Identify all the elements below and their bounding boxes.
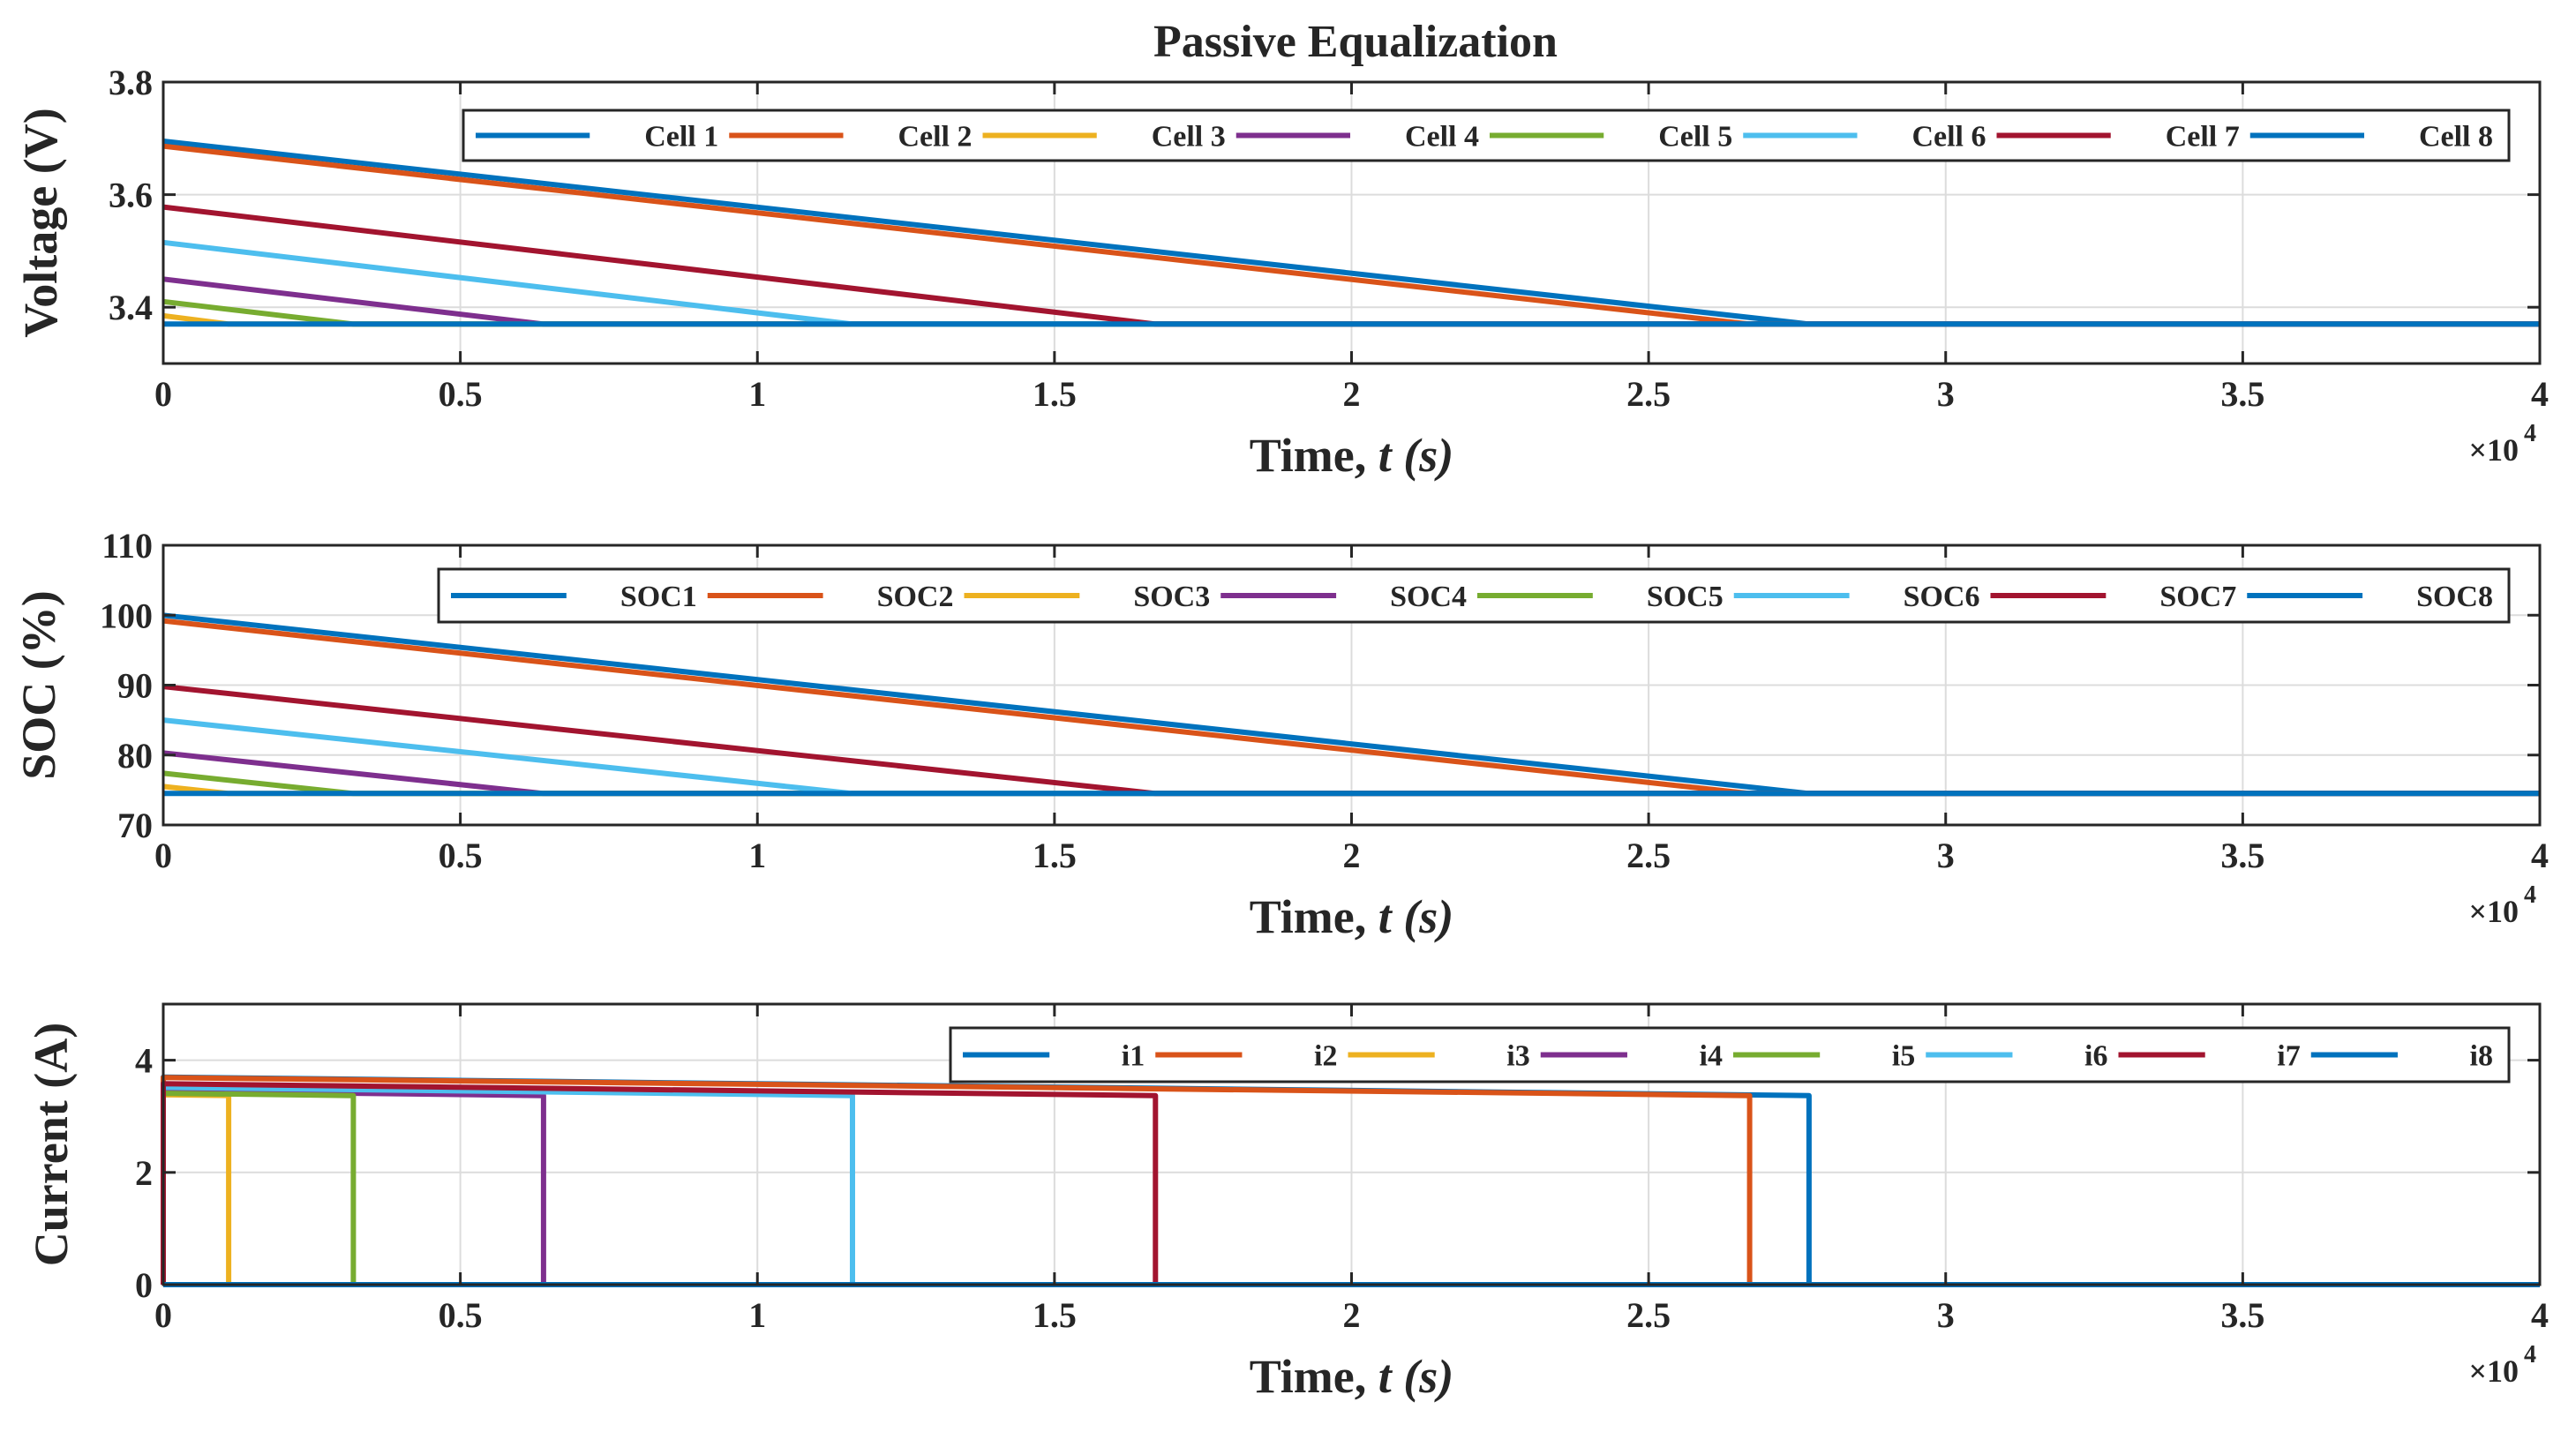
x-tick-label: 2	[1343, 374, 1361, 414]
legend-label: Cell 6	[1911, 121, 1986, 154]
legend-box	[437, 567, 2511, 624]
x-axis-label-italic: t (s)	[1378, 429, 1453, 482]
x-tick-label: 0	[154, 836, 172, 875]
x-tick-label: 1	[748, 1295, 766, 1335]
legend: Cell 1 Cell 2 Cell 3 Cell 4 Cell 5 Cell 6 Cell…	[462, 109, 2511, 162]
x-tick-label: 0.5	[439, 836, 483, 875]
x-axis-label: Time, t (s)	[1250, 890, 1453, 943]
x-tick-label: 3	[1937, 836, 1955, 875]
y-tick-label: 2	[135, 1153, 153, 1193]
x-tick-label: 3.5	[2220, 836, 2264, 875]
y-tick-label: 3.8	[109, 63, 153, 102]
legend-label: i7	[2277, 1040, 2300, 1073]
x-axis-label-italic: t (s)	[1378, 890, 1453, 943]
x-exponent-power: 4	[2524, 420, 2536, 447]
x-tick-label: 2.5	[1626, 1295, 1671, 1335]
x-axis-label-main: Time,	[1250, 1350, 1378, 1403]
legend-label: Cell 7	[2166, 121, 2240, 154]
x-axis-label-main: Time,	[1250, 890, 1378, 943]
x-tick-label: 2	[1343, 1295, 1361, 1335]
x-tick-label: 3	[1937, 1295, 1955, 1335]
legend-label: Cell 8	[2419, 121, 2493, 154]
x-tick-label: 2.5	[1626, 374, 1671, 414]
legend-label: Cell 5	[1658, 121, 1732, 154]
y-tick-label: 4	[135, 1041, 153, 1081]
x-tick-label: 1	[748, 836, 766, 875]
legend-label: SOC2	[877, 581, 954, 613]
x-tick-label: 2.5	[1626, 836, 1671, 875]
x-tick-label: 1.5	[1033, 374, 1077, 414]
y-tick-label: 90	[117, 666, 153, 706]
x-exponent-power: 4	[2524, 1341, 2536, 1368]
x-tick-label: 3.5	[2220, 374, 2264, 414]
legend: SOC1 SOC2 SOC3 SOC4 SOC5 SOC6 SOC7 SOC8	[437, 567, 2511, 624]
legend-label: SOC1	[620, 581, 697, 613]
legend-label: i8	[2470, 1040, 2493, 1073]
x-axis-label: Time, t (s)	[1250, 1350, 1453, 1403]
x-tick-label: 0	[154, 374, 172, 414]
legend-label: i4	[1700, 1040, 1723, 1073]
y-tick-label: 3.4	[109, 288, 153, 327]
x-tick-label: 1.5	[1033, 1295, 1077, 1335]
x-tick-label: 2	[1343, 836, 1361, 875]
x-tick-label: 0.5	[439, 374, 483, 414]
legend-label: SOC6	[1904, 581, 1980, 613]
x-tick-label: 0	[154, 1295, 172, 1335]
legend-label: i5	[1892, 1040, 1915, 1073]
x-tick-label: 3	[1937, 374, 1955, 414]
x-tick-label: 4	[2531, 1295, 2549, 1335]
y-tick-label: 110	[101, 526, 153, 566]
x-axis-label-main: Time,	[1250, 429, 1378, 482]
x-tick-label: 1	[748, 374, 766, 414]
legend-label: i6	[2084, 1040, 2107, 1073]
x-exponent-label: ×10	[2468, 894, 2519, 929]
x-tick-label: 0.5	[439, 1295, 483, 1335]
x-axis-label-italic: t (s)	[1378, 1350, 1453, 1403]
legend-label: i2	[1314, 1040, 1337, 1073]
legend-label: SOC4	[1390, 581, 1467, 613]
plot-area	[162, 612, 2540, 797]
x-tick-label: 1.5	[1033, 836, 1077, 875]
legend-label: Cell 4	[1405, 121, 1479, 154]
legend-label: Cell 2	[897, 121, 972, 154]
legend-label: Cell 1	[644, 121, 718, 154]
x-exponent-label: ×10	[2468, 432, 2519, 468]
y-axis-label: Voltage (V)	[14, 108, 67, 337]
y-tick-label: 70	[117, 806, 153, 845]
y-axis-label: Current (A)	[25, 1023, 78, 1266]
x-exponent-label: ×10	[2468, 1353, 2519, 1389]
y-axis-label: SOC (%)	[12, 590, 65, 780]
x-tick-label: 3.5	[2220, 1295, 2264, 1335]
y-tick-label: 80	[117, 736, 153, 776]
x-tick-label: 4	[2531, 836, 2549, 875]
x-axis-label: Time, t (s)	[1250, 429, 1453, 482]
y-tick-label: 100	[100, 596, 153, 635]
x-exponent-power: 4	[2524, 881, 2536, 909]
legend-label: SOC5	[1647, 581, 1724, 613]
y-tick-label: 0	[135, 1265, 153, 1305]
x-tick-label: 4	[2531, 374, 2549, 414]
legend-label: SOC3	[1133, 581, 1210, 613]
legend-label: i1	[1122, 1040, 1145, 1073]
plot-area	[162, 139, 2540, 327]
legend-label: SOC7	[2159, 581, 2236, 613]
figure-title: Passive Equalization	[1153, 17, 1558, 67]
legend-label: SOC8	[2416, 581, 2493, 613]
legend-label: Cell 3	[1152, 121, 1226, 154]
legend-label: i3	[1506, 1040, 1529, 1073]
y-tick-label: 3.6	[109, 176, 153, 215]
legend: i1 i2 i3 i4 i5 i6 i7 i8	[949, 1026, 2511, 1083]
